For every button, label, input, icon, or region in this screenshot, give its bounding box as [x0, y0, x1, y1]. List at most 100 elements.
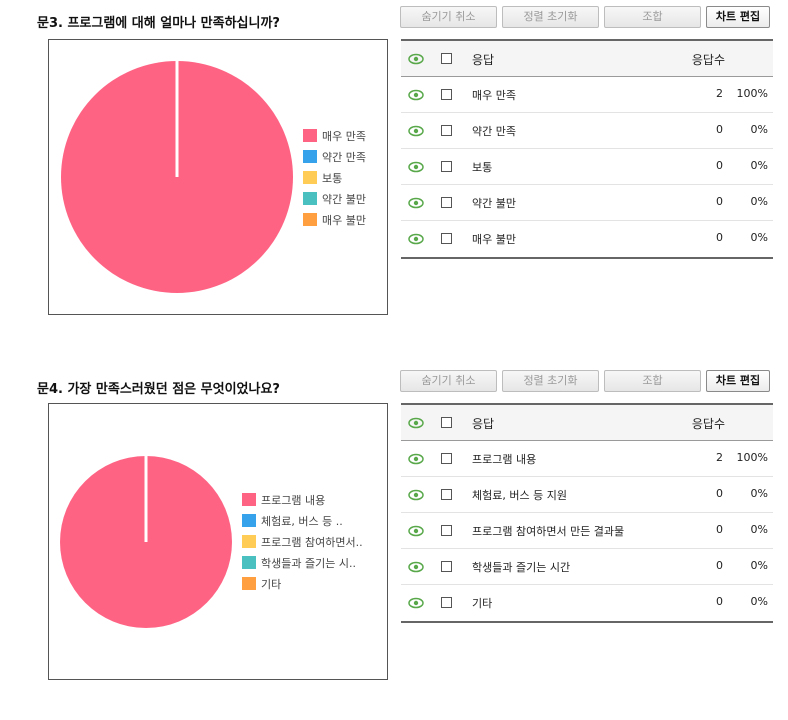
eye-icon[interactable]	[408, 597, 424, 609]
legend-label: 학생들과 즐기는 시..	[261, 557, 356, 570]
edit-chart-button[interactable]: 차트 편집	[706, 370, 770, 392]
table-row: 매우 불만 0 0%	[401, 221, 773, 257]
question-4-section: 문4. 가장 만족스러웠던 점은 무엇이었나요? 숨기기 취소 정렬 초기화 조…	[0, 364, 788, 694]
eye-icon[interactable]	[408, 417, 424, 429]
table-header-row: 응답 응답수	[401, 405, 773, 441]
row-label: 프로그램 내용	[472, 453, 537, 466]
table-row: 프로그램 참여하면서 만든 결과물 0 0%	[401, 513, 773, 549]
row-checkbox[interactable]	[441, 89, 452, 100]
combine-button[interactable]: 조합	[604, 6, 701, 28]
header-response[interactable]: 응답	[472, 53, 495, 67]
table-row: 기타 0 0%	[401, 585, 773, 621]
combine-button[interactable]: 조합	[604, 370, 701, 392]
row-percent: 0%	[750, 231, 768, 244]
question-title: 문3. 프로그램에 대해 얼마나 만족하십니까?	[37, 16, 280, 31]
chart-legend: 매우 만족 약간 만족 보통 약간 불만 매우 불만	[303, 129, 366, 227]
row-label: 약간 만족	[472, 125, 516, 138]
row-checkbox[interactable]	[441, 597, 452, 608]
select-all-checkbox[interactable]	[441, 53, 452, 64]
row-count: 2	[716, 451, 723, 464]
legend-label: 프로그램 참여하면서..	[261, 535, 363, 549]
row-percent: 0%	[750, 487, 768, 500]
pie-chart-panel: 매우 만족 약간 만족 보통 약간 불만 매우 불만	[48, 39, 388, 315]
row-label: 보통	[472, 161, 493, 174]
table-row: 보통 0 0%	[401, 149, 773, 185]
row-count: 0	[716, 487, 723, 500]
row-label: 매우 만족	[472, 89, 516, 102]
row-label: 체험료, 버스 등 지원	[472, 489, 567, 502]
unhide-button[interactable]: 숨기기 취소	[400, 370, 497, 392]
row-checkbox[interactable]	[441, 525, 452, 536]
row-checkbox[interactable]	[441, 161, 452, 172]
chart-legend: 프로그램 내용 체험료, 버스 등 .. 프로그램 참여하면서.. 학생들과 즐…	[242, 493, 363, 591]
edit-chart-button[interactable]: 차트 편집	[706, 6, 770, 28]
legend-label: 약간 만족	[322, 150, 366, 164]
eye-icon[interactable]	[408, 489, 424, 501]
eye-icon[interactable]	[408, 233, 424, 245]
legend-swatch	[242, 556, 256, 569]
question-3-section: 문3. 프로그램에 대해 얼마나 만족하십니까? 숨기기 취소 정렬 초기화 조…	[0, 0, 788, 330]
row-checkbox[interactable]	[441, 197, 452, 208]
reset-sort-button[interactable]: 정렬 초기화	[502, 370, 599, 392]
table-header-row: 응답 응답수	[401, 41, 773, 77]
row-checkbox[interactable]	[441, 453, 452, 464]
legend-label: 프로그램 내용	[261, 494, 325, 507]
legend-swatch	[242, 577, 256, 590]
row-count: 0	[716, 595, 723, 608]
response-table: 응답 응답수 프로그램 내용 2 100% 체험료, 버스 등 지원 0 0% …	[401, 403, 773, 623]
row-checkbox[interactable]	[441, 489, 452, 500]
row-percent: 0%	[750, 159, 768, 172]
eye-icon[interactable]	[408, 161, 424, 173]
table-row: 학생들과 즐기는 시간 0 0%	[401, 549, 773, 585]
row-checkbox[interactable]	[441, 233, 452, 244]
legend-label: 기타	[261, 578, 281, 591]
eye-icon[interactable]	[408, 53, 424, 65]
row-label: 약간 불만	[472, 197, 516, 210]
row-count: 0	[716, 231, 723, 244]
row-count: 0	[716, 123, 723, 136]
row-label: 기타	[472, 597, 493, 610]
header-count[interactable]: 응답수	[691, 53, 725, 67]
eye-icon[interactable]	[408, 525, 424, 537]
legend-swatch	[303, 150, 317, 163]
row-percent: 100%	[736, 87, 768, 100]
select-all-checkbox[interactable]	[441, 417, 452, 428]
row-label: 프로그램 참여하면서 만든 결과물	[472, 525, 625, 538]
unhide-button[interactable]: 숨기기 취소	[400, 6, 497, 28]
legend-swatch	[242, 535, 256, 548]
table-row: 프로그램 내용 2 100%	[401, 441, 773, 477]
row-count: 2	[716, 87, 723, 100]
table-row: 매우 만족 2 100%	[401, 77, 773, 113]
pie-chart: 매우 만족 약간 만족 보통 약간 불만 매우 불만	[61, 61, 366, 293]
row-percent: 0%	[750, 559, 768, 572]
eye-icon[interactable]	[408, 89, 424, 101]
table-row: 체험료, 버스 등 지원 0 0%	[401, 477, 773, 513]
legend-label: 보통	[322, 172, 342, 185]
header-response[interactable]: 응답	[472, 417, 495, 431]
header-count[interactable]: 응답수	[691, 417, 725, 431]
legend-label: 매우 만족	[322, 130, 366, 143]
row-percent: 0%	[750, 123, 768, 136]
eye-icon[interactable]	[408, 125, 424, 137]
row-count: 0	[716, 195, 723, 208]
legend-label: 약간 불만	[322, 192, 366, 206]
legend-label: 매우 불만	[322, 214, 366, 227]
legend-swatch	[303, 171, 317, 184]
legend-label: 체험료, 버스 등 ..	[261, 515, 343, 528]
legend-swatch	[303, 129, 317, 142]
legend-swatch	[303, 192, 317, 205]
row-count: 0	[716, 523, 723, 536]
reset-sort-button[interactable]: 정렬 초기화	[502, 6, 599, 28]
row-checkbox[interactable]	[441, 561, 452, 572]
eye-icon[interactable]	[408, 197, 424, 209]
row-label: 학생들과 즐기는 시간	[472, 561, 571, 574]
eye-icon[interactable]	[408, 453, 424, 465]
row-checkbox[interactable]	[441, 125, 452, 136]
table-row: 약간 만족 0 0%	[401, 113, 773, 149]
row-count: 0	[716, 559, 723, 572]
legend-swatch	[242, 514, 256, 527]
table-row: 약간 불만 0 0%	[401, 185, 773, 221]
row-label: 매우 불만	[472, 233, 516, 246]
eye-icon[interactable]	[408, 561, 424, 573]
row-percent: 0%	[750, 195, 768, 208]
